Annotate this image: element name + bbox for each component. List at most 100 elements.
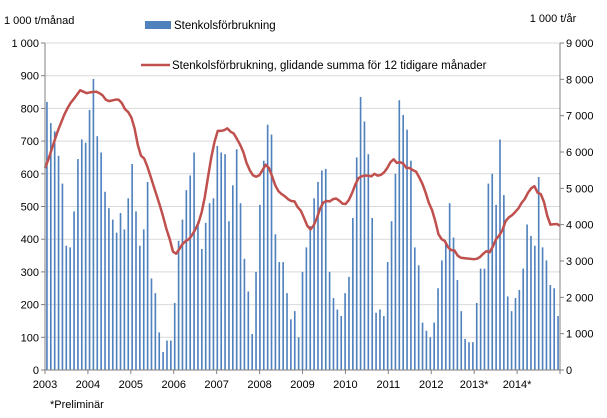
line-series (43, 88, 561, 261)
right-axis-unit: 1 000 t/år (530, 13, 577, 25)
x-tick-label: 2003 (33, 379, 57, 391)
bar (344, 293, 346, 370)
bar (266, 124, 269, 370)
bar (270, 134, 273, 370)
x-tick-label: 2008 (247, 379, 271, 391)
bar (92, 78, 95, 370)
right-tick-label: 1 000 (566, 329, 594, 341)
x-tick-label: 2004 (76, 379, 100, 391)
legend-label-line: Stenkolsförbrukning, glidande summa för … (172, 60, 487, 72)
bar (158, 332, 161, 370)
right-tick-label: 4 000 (566, 220, 594, 232)
bar (290, 319, 292, 370)
bar (468, 342, 470, 370)
bar (220, 152, 222, 370)
bar (526, 224, 528, 370)
bar (394, 173, 397, 370)
bar (317, 181, 319, 370)
bar (96, 136, 99, 370)
bar (475, 302, 478, 370)
bar (185, 190, 188, 370)
bar (305, 247, 308, 371)
right-tick-label: 9 000 (566, 38, 594, 50)
bar (181, 219, 184, 370)
gridlines (45, 42, 560, 338)
bar (379, 309, 381, 370)
bar (383, 316, 385, 370)
bar (402, 114, 404, 370)
legend-label-bars: Stenkolsförbrukning (174, 20, 276, 32)
bar (166, 340, 168, 370)
bar (499, 139, 501, 370)
bar (506, 296, 509, 370)
bar (297, 337, 300, 370)
bar (255, 271, 257, 370)
bar (545, 260, 548, 370)
bar (154, 293, 157, 370)
left-tick-label: 400 (21, 234, 39, 246)
axes (41, 42, 564, 374)
right-tick-label: 2 000 (566, 292, 594, 304)
bar (336, 309, 339, 370)
bar (332, 298, 335, 370)
right-tick-label: 0 (566, 365, 572, 377)
bar (61, 183, 64, 370)
x-tick-label: 2009 (290, 379, 314, 391)
bar (534, 245, 536, 370)
right-tick-label: 8 000 (566, 74, 594, 86)
bar (239, 203, 242, 370)
bar (282, 262, 284, 370)
bar (57, 155, 60, 370)
bar (390, 221, 393, 370)
bar (247, 291, 250, 370)
bar (429, 337, 432, 370)
bar (262, 160, 265, 370)
bar (84, 142, 87, 370)
bar (69, 247, 71, 371)
bar (398, 100, 401, 370)
bar (386, 262, 389, 370)
bar (243, 258, 246, 370)
bar (549, 284, 552, 370)
bar (491, 173, 494, 370)
bar (88, 110, 91, 370)
bar (456, 280, 459, 370)
bar (518, 289, 521, 370)
bar (251, 334, 253, 370)
bar (522, 268, 525, 370)
bar (170, 340, 172, 370)
x-tick-label: 2014* (503, 379, 532, 391)
left-tick-label: 600 (21, 169, 39, 181)
bar (359, 96, 362, 370)
x-tick-label: 2012 (419, 379, 443, 391)
bar (278, 262, 281, 370)
right-tick-label: 5 000 (566, 183, 594, 195)
legend-swatch-bars (145, 21, 171, 29)
bar (557, 316, 559, 370)
bar (286, 293, 288, 370)
right-tick-labels: 0 1 000 2 000 3 000 4 000 5 000 6 000 7 000 8 00… (566, 38, 594, 377)
left-tick-labels: 0 100 200 300 400 500 600 700 800 900 1 000 (11, 38, 39, 377)
bar (313, 198, 315, 370)
left-tick-label: 100 (21, 332, 39, 344)
bar (216, 146, 219, 370)
x-tick-label: 2010 (333, 379, 357, 391)
bar (208, 203, 211, 370)
bar (444, 242, 447, 370)
left-tick-label: 200 (21, 300, 39, 312)
bar (104, 191, 106, 370)
bar (417, 265, 420, 370)
bar (537, 177, 540, 370)
bar (212, 198, 215, 370)
bar (464, 338, 466, 370)
bar (452, 237, 455, 370)
bar (204, 222, 207, 370)
bar (150, 278, 153, 370)
bar (162, 352, 164, 370)
bar (73, 211, 75, 370)
bar (421, 322, 424, 370)
bar (503, 195, 505, 370)
bar (437, 288, 439, 370)
bar (77, 159, 79, 370)
left-tick-label: 900 (21, 71, 39, 83)
